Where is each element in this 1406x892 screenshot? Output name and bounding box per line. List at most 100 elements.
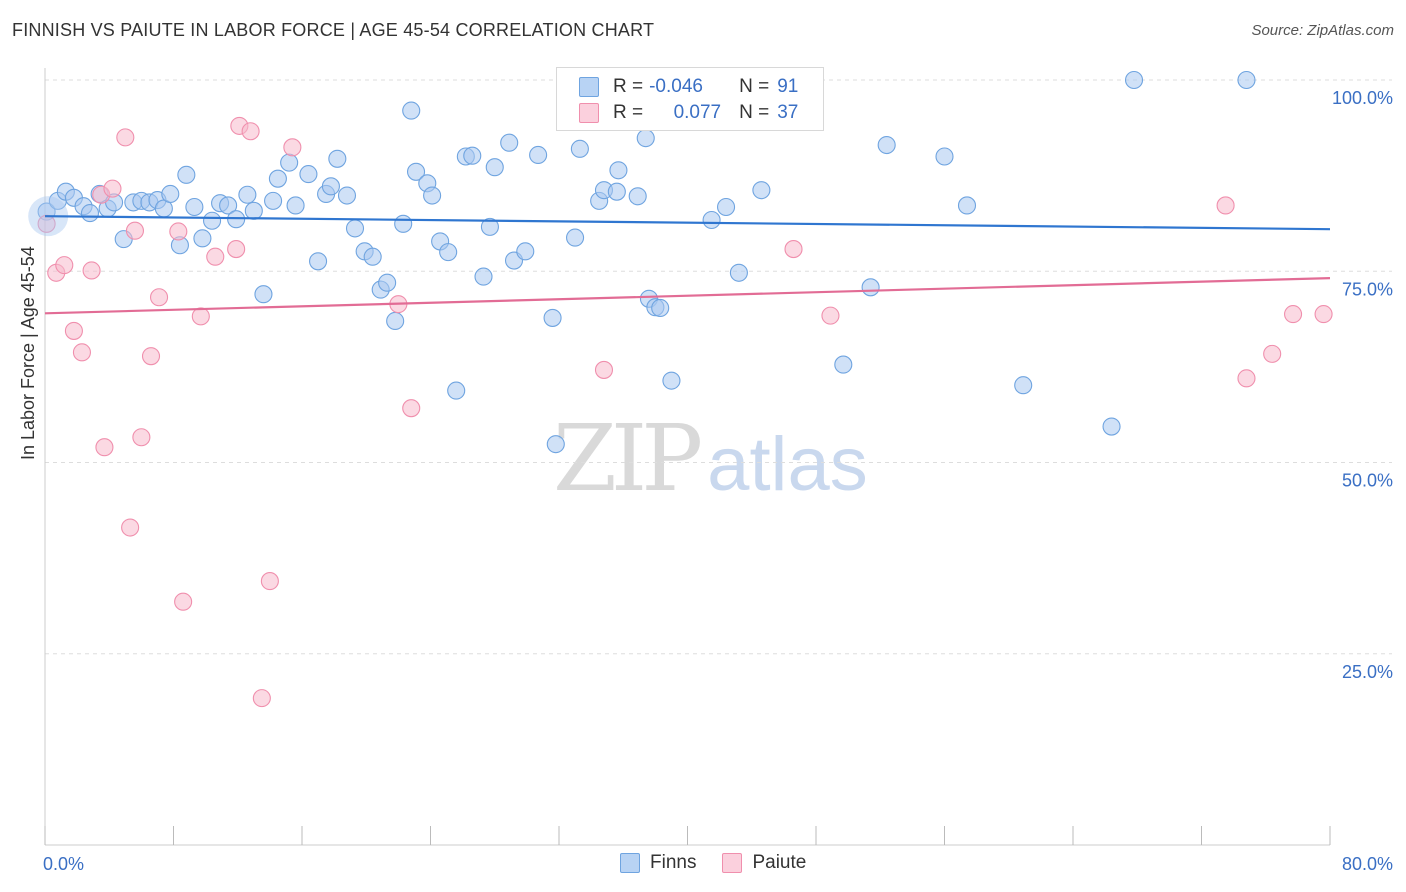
data-point-finns (238, 185, 257, 204)
stats-legend: R = -0.046 N = 91 R = 0.077 N = 37 (556, 67, 824, 131)
legend-item-paiute[interactable]: Paiute (722, 852, 806, 874)
data-point-finns (1102, 417, 1121, 436)
data-point-finns (570, 139, 589, 158)
data-point-finns (716, 197, 736, 217)
data-point-finns (423, 186, 442, 205)
tick-label-layer: 100.0% 75.0% 50.0% 25.0% 0.0% 80.0% (43, 88, 1393, 874)
data-point-paiute (64, 321, 83, 340)
data-point-finns (439, 243, 458, 262)
finns-swatch (579, 77, 599, 97)
data-point-paiute (260, 572, 279, 591)
data-point-paiute (594, 360, 614, 379)
data-point-paiute (1237, 369, 1256, 388)
source-credit: Source: ZipAtlas.com (1251, 22, 1394, 39)
data-point-finns (609, 161, 628, 180)
data-point-finns (244, 201, 263, 220)
data-point-paiute (227, 240, 246, 259)
data-point-paiute (402, 399, 421, 418)
finns-n-label: N = (739, 76, 770, 97)
watermark-zip: ZIP (553, 405, 703, 512)
data-point-finns (729, 263, 748, 282)
grid-layer (45, 79, 1392, 655)
data-point-finns (264, 191, 283, 210)
data-point-finns (363, 247, 382, 266)
data-point-finns (268, 169, 287, 188)
legend-item-finns[interactable]: Finns (620, 852, 696, 874)
stats-row-finns: R = -0.046 N = 91 (579, 74, 798, 100)
data-point-finns (834, 355, 853, 374)
watermark-atlas: atlas (707, 422, 868, 507)
y-tick-label: 25.0% (1342, 662, 1393, 682)
data-point-paiute (1263, 344, 1282, 363)
data-point-paiute (241, 122, 260, 141)
data-point-paiute (141, 347, 161, 366)
data-point-finns (546, 435, 565, 454)
paiute-n-value: 37 (777, 102, 799, 123)
finns-r-value: -0.046 (649, 76, 703, 97)
data-point-finns (651, 298, 670, 318)
data-point-finns (254, 285, 273, 304)
data-point-finns (566, 228, 585, 247)
legend-paiute-label: Paiute (752, 852, 807, 873)
data-point-finns (378, 273, 397, 292)
series-legend: Finns Paiute (620, 852, 832, 874)
series-paiute (37, 70, 1333, 708)
data-point-finns (193, 229, 212, 248)
data-point-finns (345, 219, 365, 238)
data-point-finns (500, 133, 519, 152)
paiute-r-value: 0.077 (673, 102, 722, 123)
data-point-finns (80, 204, 100, 223)
data-point-finns (480, 217, 499, 236)
data-point-paiute (72, 343, 91, 362)
data-point-finns (1124, 70, 1144, 90)
finns-r-label: R = (613, 76, 644, 97)
data-point-finns (1237, 70, 1256, 90)
data-point-paiute (283, 138, 302, 157)
data-point-finns (406, 162, 426, 181)
x-tick-label: 0.0% (43, 854, 84, 874)
y-tick-label: 75.0% (1342, 279, 1393, 299)
data-point-finns (219, 196, 238, 215)
paiute-r-label: R = (613, 102, 644, 123)
data-point-finns (957, 196, 977, 215)
data-point-paiute (1216, 196, 1235, 215)
data-point-paiute (121, 518, 140, 537)
data-point-paiute (784, 240, 803, 259)
data-point-finns (1014, 376, 1033, 395)
data-point-finns (203, 211, 222, 230)
data-point-finns (402, 101, 421, 120)
data-point-paiute (252, 689, 271, 708)
data-point-paiute (149, 288, 169, 307)
data-point-paiute (125, 221, 144, 240)
data-point-paiute (132, 428, 151, 447)
data-point-finns (628, 187, 647, 206)
data-point-finns (177, 165, 196, 184)
data-point-paiute (1314, 305, 1333, 324)
data-point-finns (543, 308, 562, 327)
data-point-paiute (95, 438, 114, 457)
data-point-paiute (116, 128, 135, 147)
legend-finns-swatch (620, 853, 640, 873)
data-point-finns (529, 145, 548, 165)
data-point-finns (299, 165, 318, 184)
data-point-finns (463, 146, 482, 165)
data-point-paiute (55, 256, 74, 275)
data-point-finns (662, 371, 681, 390)
data-point-finns (636, 129, 655, 148)
chart-title: FINNISH VS PAIUTE IN LABOR FORCE | AGE 4… (12, 20, 655, 40)
legend-finns-label: Finns (650, 852, 697, 873)
data-point-finns (280, 153, 299, 172)
y-tick-label: 100.0% (1332, 88, 1393, 108)
data-point-finns (386, 311, 405, 331)
data-point-finns (752, 181, 771, 200)
legend-paiute-swatch (722, 853, 743, 873)
data-point-paiute (821, 306, 840, 325)
data-point-finns (337, 186, 357, 205)
data-point-paiute (191, 307, 210, 326)
data-point-paiute (82, 261, 101, 280)
y-axis-label: In Labor Force | Age 45-54 (18, 246, 38, 460)
paiute-n-label: N = (739, 102, 770, 123)
data-point-finns (474, 267, 493, 286)
data-point-finns (935, 147, 954, 166)
data-point-finns (161, 184, 180, 204)
